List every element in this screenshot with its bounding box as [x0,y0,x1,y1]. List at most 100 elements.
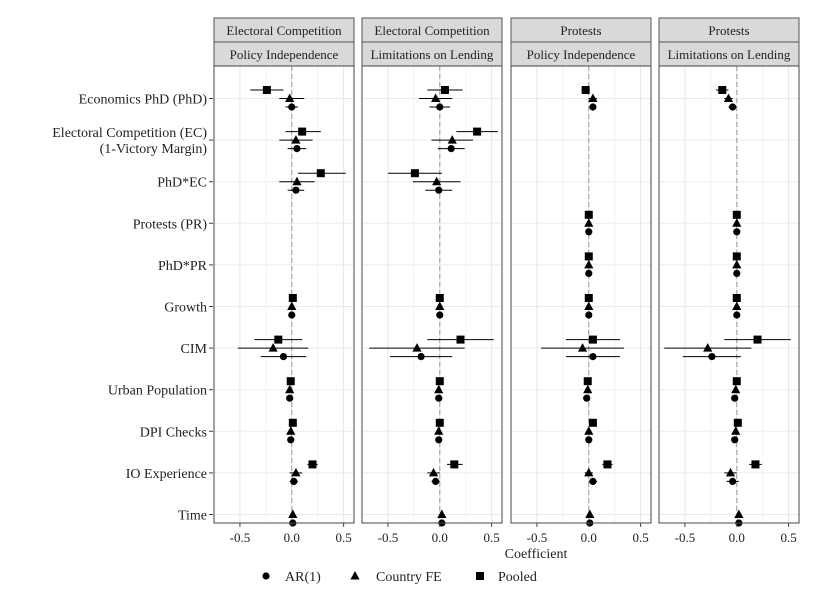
row-label: IO Experience [126,467,207,482]
point-pooled [584,210,593,219]
strip-top-label: Protests [560,23,601,38]
point-country-fe [577,343,588,352]
x-tick-label: -0.5 [675,530,696,545]
point-country-fe [285,384,295,394]
point-pooled [288,294,297,302]
row-label: PhD*PR [158,259,208,274]
point-pooled [588,335,597,344]
legend-key-country-fe [350,571,360,580]
point-country-fe [731,426,741,435]
legend: AR(1) Country FE Pooled [262,570,537,585]
x-axis-label: Coefficient [505,547,568,562]
point-pooled [274,335,283,344]
point-pooled [456,335,465,344]
point-pooled [732,210,741,219]
point-ar-1- [583,394,591,402]
point-country-fe [437,509,447,518]
panel-border [510,65,652,524]
point-pooled [450,460,459,469]
facet-panel-4: Protests Limitations on Lending -0.5 0.0 0.5 [658,17,800,545]
point-ar-1- [417,353,425,361]
strip-top-box [213,17,355,43]
point-country-fe [428,467,439,477]
row-label: Urban Population [108,384,207,399]
point-country-fe [703,343,713,352]
point-country-fe [434,384,444,394]
row-labels: Economics PhD (PhD) Electoral Competition… [52,93,213,524]
facet-panel-2: Electoral Competition Limitations on Lend… [361,17,503,545]
facet-panel-3: Protests Policy Independence -0.5 0.0 0.5 [510,17,652,545]
point-pooled [440,86,449,94]
point-ar-1- [435,186,443,194]
point-ar-1- [290,477,298,485]
point-country-fe [584,426,594,435]
point-pooled [286,377,295,386]
point-pooled [732,377,741,386]
panel-border [361,65,503,524]
point-ar-1- [286,394,294,402]
point-ar-1- [432,477,440,485]
strip-top-box [658,17,800,43]
point-country-fe [732,218,742,227]
point-pooled [732,252,741,261]
point-pooled [435,294,444,302]
point-country-fe [292,176,302,186]
legend-label: AR(1) [285,570,321,585]
panel-border [658,65,800,524]
point-country-fe [434,426,444,435]
point-country-fe [431,93,441,102]
strip-top-label: Protests [708,23,749,38]
legend-key-pooled [476,572,484,580]
strip-bottom-box [510,41,652,67]
strip-bottom-box [658,41,800,67]
row-label: (1-Victory Margin) [100,142,208,157]
point-country-fe [723,93,734,102]
point-pooled [435,377,444,386]
x-tick-label: 0.0 [581,530,597,545]
x-tick-label: 0.5 [633,530,649,545]
strip-bottom-box [361,41,503,67]
point-country-fe [725,467,736,477]
point-country-fe [268,343,278,352]
x-tick-label: -0.5 [230,530,251,545]
row-label: Electoral Competition (EC) [52,126,207,141]
point-ar-1- [288,311,296,319]
point-ar-1- [733,228,741,236]
point-country-fe [583,384,593,394]
plot-area [214,66,354,523]
plot-area [362,66,502,523]
point-ar-1- [292,186,300,194]
point-ar-1- [589,103,597,111]
point-ar-1- [731,394,739,402]
point-ar-1- [708,353,716,361]
point-ar-1- [447,145,455,153]
point-pooled [410,169,419,178]
point-ar-1- [287,436,295,444]
point-ar-1- [585,311,593,319]
x-tick-label: 0.5 [336,530,352,545]
strip-top-label: Electoral Competition [374,23,490,38]
point-country-fe [584,467,594,477]
strip-bottom-box [213,41,355,67]
point-ar-1- [731,436,739,444]
point-pooled [584,294,593,302]
point-pooled [583,377,592,386]
point-ar-1- [733,311,741,319]
point-ar-1- [436,103,444,111]
point-country-fe [732,259,742,269]
row-label: Economics PhD (PhD) [79,93,208,108]
row-label: CIM [181,342,208,357]
point-pooled [732,294,741,302]
strip-bottom-label: Policy Independence [527,47,636,62]
point-country-fe [584,259,594,269]
point-pooled [473,127,482,136]
legend-label: Pooled [498,570,537,585]
x-tick-label: -0.5 [378,530,399,545]
point-pooled [751,460,760,469]
point-country-fe [584,218,594,227]
point-country-fe [285,93,295,102]
x-tick-label: 0.0 [432,530,448,545]
point-ar-1- [585,436,593,444]
x-tick-label: 0.5 [781,530,797,545]
point-country-fe [584,301,594,310]
